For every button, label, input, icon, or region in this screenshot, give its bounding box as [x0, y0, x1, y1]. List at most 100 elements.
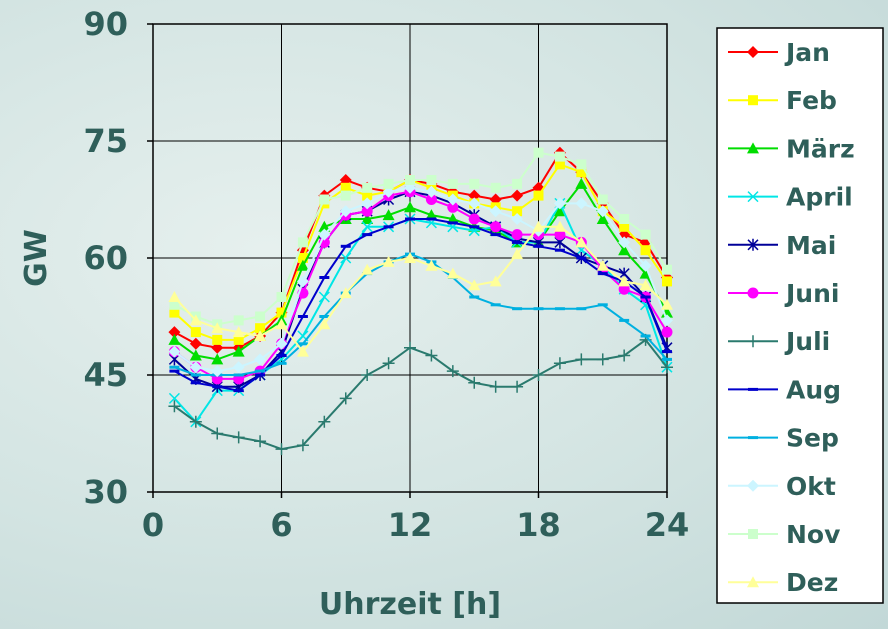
- legend-marker: [747, 576, 759, 588]
- legend-label: Okt: [786, 472, 836, 501]
- data-point: [489, 275, 502, 287]
- legend-item-april: April: [728, 183, 853, 212]
- data-point: [425, 209, 438, 221]
- data-point: [168, 333, 181, 345]
- data-point: [511, 189, 524, 202]
- data-point: [339, 205, 352, 218]
- data-point: [211, 322, 224, 334]
- data-point: [255, 373, 266, 377]
- data-point: [618, 283, 630, 295]
- data-point: [361, 197, 374, 210]
- series-aug: [169, 217, 672, 393]
- data-point: [596, 259, 609, 271]
- data-point: [469, 225, 480, 229]
- series-line: [173, 218, 668, 392]
- data-point: [575, 177, 588, 189]
- data-point: [318, 220, 331, 232]
- legend-item-märz: März: [728, 134, 855, 163]
- data-point: [661, 361, 673, 374]
- data-point: [596, 213, 609, 224]
- data-point: [276, 292, 287, 302]
- data-point: [233, 334, 244, 345]
- data-point: [340, 182, 351, 193]
- data-point: [254, 353, 267, 366]
- legend-box: [716, 27, 884, 604]
- data-point: [618, 236, 631, 249]
- data-point: [619, 214, 630, 224]
- data-point: [254, 435, 267, 448]
- data-point: [618, 349, 631, 362]
- data-point: [319, 315, 330, 318]
- legend-label: Feb: [786, 86, 837, 115]
- data-point: [168, 326, 181, 339]
- data-point: [255, 369, 266, 373]
- data-point: [169, 369, 180, 373]
- data-point: [639, 279, 652, 291]
- data-point: [168, 345, 181, 358]
- data-point: [468, 213, 480, 225]
- legend-marker: [747, 142, 759, 154]
- data-point: [212, 334, 223, 345]
- data-point: [554, 248, 565, 252]
- data-point: [426, 217, 437, 221]
- data-point: [490, 221, 502, 233]
- data-point: [190, 381, 201, 385]
- x-tick-label: 6: [270, 506, 292, 544]
- data-point: [468, 376, 481, 389]
- data-point: [661, 298, 673, 310]
- data-point: [362, 182, 373, 193]
- data-point: [296, 259, 309, 271]
- data-point: [254, 330, 267, 341]
- data-point: [382, 357, 395, 370]
- legend-marker: [748, 95, 758, 106]
- y-tick-label: 60: [83, 239, 128, 277]
- data-point: [232, 361, 245, 374]
- data-point: [340, 252, 352, 264]
- data-point: [212, 385, 223, 389]
- data-point: [661, 314, 673, 327]
- data-point: [319, 194, 330, 205]
- series-april: [168, 197, 673, 428]
- x-tick-label: 12: [388, 506, 433, 544]
- legend-item-sep: Sep: [728, 424, 839, 453]
- data-point: [511, 213, 524, 225]
- data-point: [232, 345, 245, 357]
- data-point: [576, 159, 587, 170]
- series-line: [173, 151, 668, 326]
- data-point: [425, 259, 438, 271]
- legend-marker: [748, 529, 758, 539]
- data-point: [554, 159, 565, 170]
- data-point: [640, 245, 651, 256]
- legend-marker: [747, 335, 759, 348]
- data-point: [361, 221, 373, 233]
- data-point: [489, 205, 502, 218]
- legend-item-nov: Nov: [728, 520, 840, 549]
- data-point: [511, 380, 524, 393]
- data-point: [318, 228, 331, 241]
- legend-item-juli: Juli: [728, 327, 830, 356]
- data-point: [319, 276, 330, 279]
- data-point: [169, 365, 180, 369]
- data-point: [189, 415, 202, 428]
- data-point: [446, 267, 459, 279]
- data-point: [318, 415, 331, 428]
- data-point: [446, 365, 459, 378]
- legend-item-mai: Mai: [728, 231, 836, 260]
- data-point: [575, 236, 588, 248]
- data-point: [362, 233, 373, 237]
- data-point: [512, 240, 523, 244]
- legend-label: Jan: [784, 38, 830, 67]
- data-point: [661, 326, 673, 338]
- legend-marker: [748, 436, 758, 440]
- data-point: [383, 225, 394, 229]
- data-point: [318, 291, 330, 303]
- data-point: [662, 276, 672, 287]
- data-point: [382, 209, 395, 221]
- data-point: [405, 175, 415, 185]
- data-point: [339, 392, 352, 405]
- data-point: [233, 373, 244, 377]
- data-point: [662, 357, 672, 361]
- data-point: [340, 244, 351, 248]
- data-point: [425, 194, 437, 205]
